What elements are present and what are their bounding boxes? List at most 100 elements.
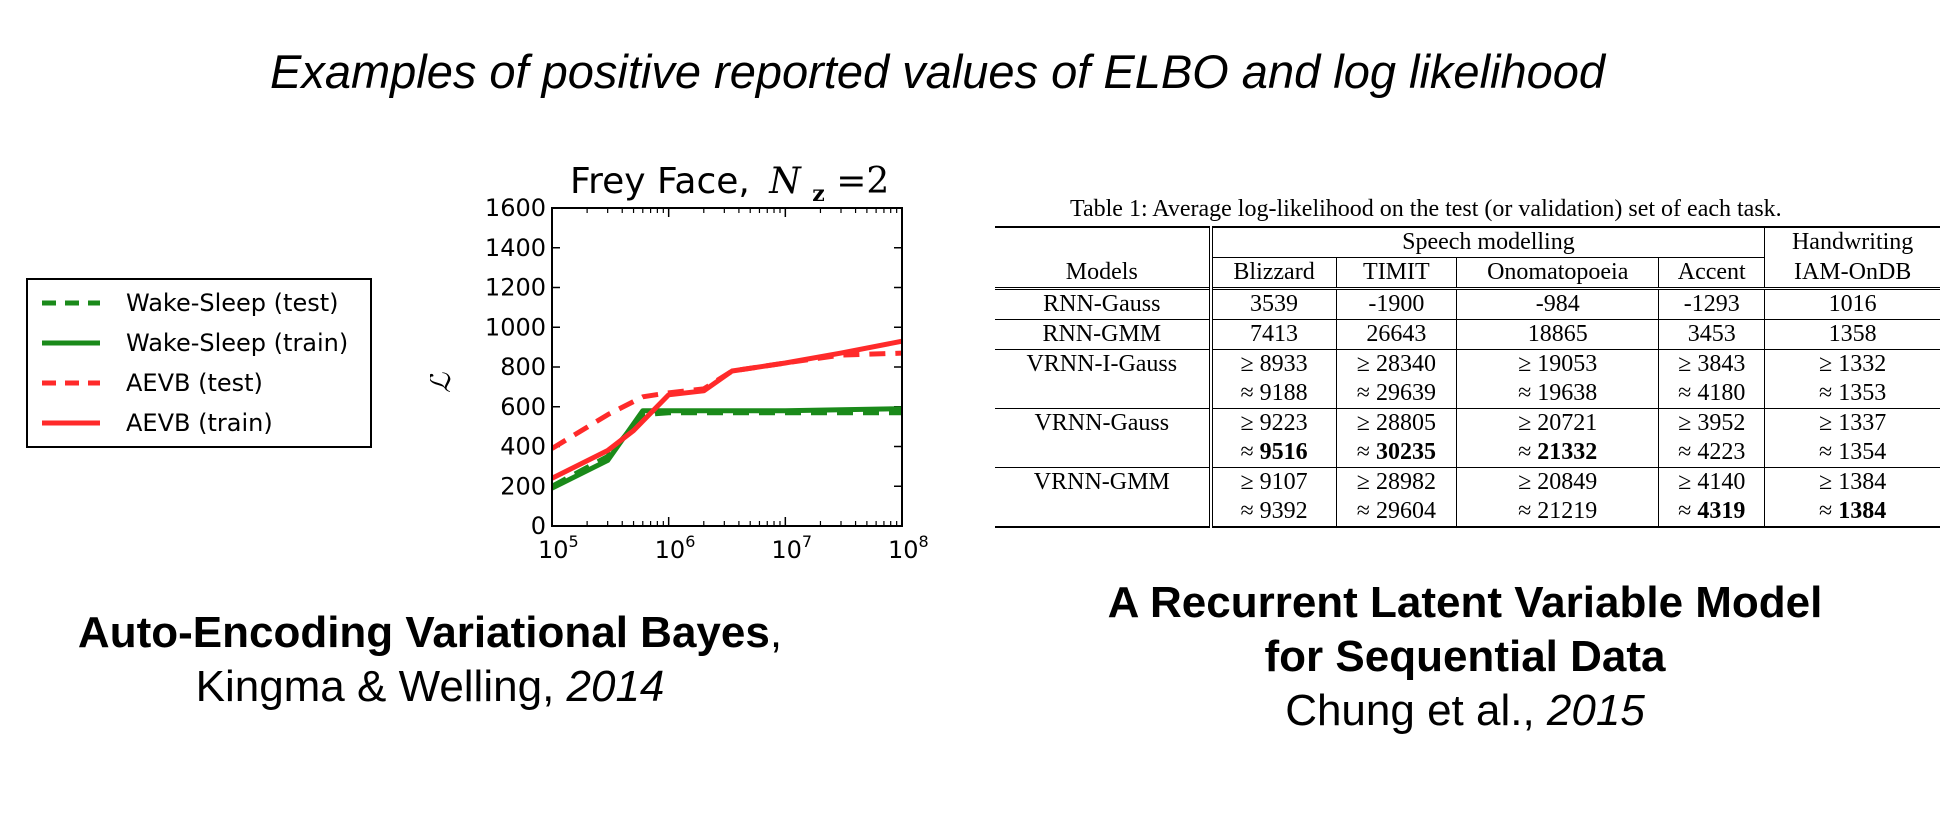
geq-symbol: ≥ xyxy=(1240,469,1254,495)
approx-value: 9392 xyxy=(1259,498,1308,524)
x-tick-label: 107 xyxy=(771,532,812,564)
approx-symbol: ≈ xyxy=(1518,380,1532,406)
empty-header-cell xyxy=(995,226,1213,258)
value-cell: 7413 xyxy=(1210,319,1337,350)
approx-symbol: ≈ xyxy=(1518,498,1532,524)
legend-item-wake-sleep-test: Wake-Sleep (test) xyxy=(42,284,338,322)
approx-value: 9188 xyxy=(1259,380,1308,406)
right-paper-caption: A Recurrent Latent Variable Model for Se… xyxy=(1025,578,1905,736)
lower-bound-cell: ≥1337 xyxy=(1764,408,1940,438)
y-tick-label: 0 xyxy=(531,512,546,540)
right-paper-citation: Chung et al., 2015 xyxy=(1285,686,1645,735)
models-header: Models xyxy=(995,257,1213,289)
y-axis-label: ℒ xyxy=(430,372,457,393)
geq-symbol: ≥ xyxy=(1356,351,1370,377)
lower-bound-value: 1337 xyxy=(1838,410,1887,436)
lower-bound-value: 28805 xyxy=(1375,410,1436,436)
value-cell: 1016 xyxy=(1764,287,1940,320)
approx-value: 29604 xyxy=(1375,498,1436,524)
approx-cell: ≈1353 xyxy=(1764,379,1940,409)
geq-symbol: ≥ xyxy=(1518,351,1532,377)
y-tick-label: 800 xyxy=(500,353,546,381)
approx-value: 29639 xyxy=(1375,380,1436,406)
value-cell: 3539 xyxy=(1210,287,1337,320)
lower-bound-cell: ≥20721 xyxy=(1456,408,1659,438)
speech-modelling-header: Speech modelling xyxy=(1210,226,1765,258)
approx-symbol: ≈ xyxy=(1819,439,1833,465)
approx-cell: ≈9392 xyxy=(1210,497,1337,528)
approx-value: 1384 xyxy=(1838,498,1887,524)
x-tick-label: 106 xyxy=(655,532,696,564)
series-line-aevb-test xyxy=(552,350,902,451)
lower-bound-cell: ≥9107 xyxy=(1210,467,1337,497)
geq-symbol: ≥ xyxy=(1678,469,1692,495)
value-cell: 1358 xyxy=(1764,319,1940,350)
column-header-accent: Accent xyxy=(1658,257,1765,289)
right-paper-title-line2: for Sequential Data xyxy=(1264,632,1666,681)
approx-cell: ≈29604 xyxy=(1335,497,1457,528)
approx-value: 19638 xyxy=(1537,380,1598,406)
value-cell: -1293 xyxy=(1658,287,1765,320)
geq-symbol: ≥ xyxy=(1240,410,1254,436)
results-table: Speech modelling Handwriting Models Bliz… xyxy=(995,226,1940,528)
approx-symbol: ≈ xyxy=(1678,439,1692,465)
y-tick-label: 1000 xyxy=(485,313,546,341)
table-row: ≈9188 ≈29639 ≈19638 ≈4180 ≈1353 xyxy=(995,379,1940,409)
approx-symbol: ≈ xyxy=(1518,439,1532,465)
approx-symbol: ≈ xyxy=(1240,380,1254,406)
series-line-aevb-train xyxy=(552,338,902,481)
table-row: RNN-Gauss 3539 -1900 -984 -1293 1016 xyxy=(995,287,1940,320)
lower-bound-cell: ≥3843 xyxy=(1658,349,1765,379)
table-row: ≈9516 ≈30235 ≈21332 ≈4223 ≈1354 xyxy=(995,438,1940,468)
lower-bound-value: 3952 xyxy=(1697,410,1746,436)
geq-symbol: ≥ xyxy=(1819,351,1833,377)
geq-symbol: ≥ xyxy=(1678,351,1692,377)
approx-cell: ≈21219 xyxy=(1456,497,1659,528)
chart-legend: Wake-Sleep (test) Wake-Sleep (train) AEV… xyxy=(26,278,372,448)
table-caption: Table 1: Average log-likelihood on the t… xyxy=(1070,196,1782,222)
left-paper-citation: Kingma & Welling, 2014 xyxy=(195,662,665,711)
value-cell: 3453 xyxy=(1658,319,1765,350)
approx-symbol: ≈ xyxy=(1356,380,1370,406)
approx-symbol: ≈ xyxy=(1240,439,1254,465)
legend-label: Wake-Sleep (test) xyxy=(126,289,339,317)
geq-symbol: ≥ xyxy=(1518,410,1532,436)
approx-value: 1354 xyxy=(1838,439,1887,465)
approx-cell: ≈9516 xyxy=(1211,438,1336,468)
geq-symbol: ≥ xyxy=(1356,410,1370,436)
lower-bound-cell: ≥8933 xyxy=(1210,349,1337,379)
lower-bound-value: 28982 xyxy=(1375,469,1436,495)
approx-cell: ≈21332 xyxy=(1456,438,1659,468)
approx-value: 4180 xyxy=(1697,380,1746,406)
value-cell: 26643 xyxy=(1335,319,1457,350)
legend-item-wake-sleep-train: Wake-Sleep (train) xyxy=(42,324,348,362)
approx-symbol: ≈ xyxy=(1240,498,1254,524)
model-name-vrnn-gmm: VRNN-GMM xyxy=(995,467,1213,497)
left-paper-caption: Auto-Encoding Variational Bayes, Kingma … xyxy=(40,608,820,712)
value-cell: -1900 xyxy=(1335,287,1457,320)
lower-bound-value: 1384 xyxy=(1838,469,1887,495)
geq-symbol: ≥ xyxy=(1240,351,1254,377)
value-cell: -984 xyxy=(1456,287,1659,320)
legend-swatch xyxy=(42,300,100,306)
lower-bound-cell: ≥4140 xyxy=(1658,467,1765,497)
approx-cell: ≈4319 xyxy=(1658,497,1765,528)
lower-bound-value: 9223 xyxy=(1259,410,1308,436)
model-name-rnn-gauss: RNN-Gauss xyxy=(995,287,1213,320)
legend-item-aevb-train: AEVB (train) xyxy=(42,404,273,442)
approx-value: 4223 xyxy=(1697,439,1746,465)
model-name-spacer xyxy=(995,438,1213,468)
y-tick-label: 1400 xyxy=(485,234,546,262)
approx-cell: ≈19638 xyxy=(1456,379,1659,409)
lower-bound-cell: ≥1332 xyxy=(1764,349,1940,379)
chart-title: Frey Face, N z =2 xyxy=(570,161,889,210)
approx-cell: ≈30235 xyxy=(1335,438,1457,468)
lower-bound-cell: ≥1384 xyxy=(1764,467,1940,497)
approx-value: 9516 xyxy=(1259,439,1308,465)
approx-cell: ≈4180 xyxy=(1658,379,1765,409)
table-row: VRNN-Gauss ≥9223 ≥28805 ≥20721 ≥3952 ≥1337 xyxy=(995,408,1940,438)
y-tick-label: 1200 xyxy=(485,274,546,302)
lower-bound-value: 20849 xyxy=(1537,469,1598,495)
x-tick-label: 105 xyxy=(538,532,579,564)
approx-cell: ≈1354 xyxy=(1764,438,1940,468)
